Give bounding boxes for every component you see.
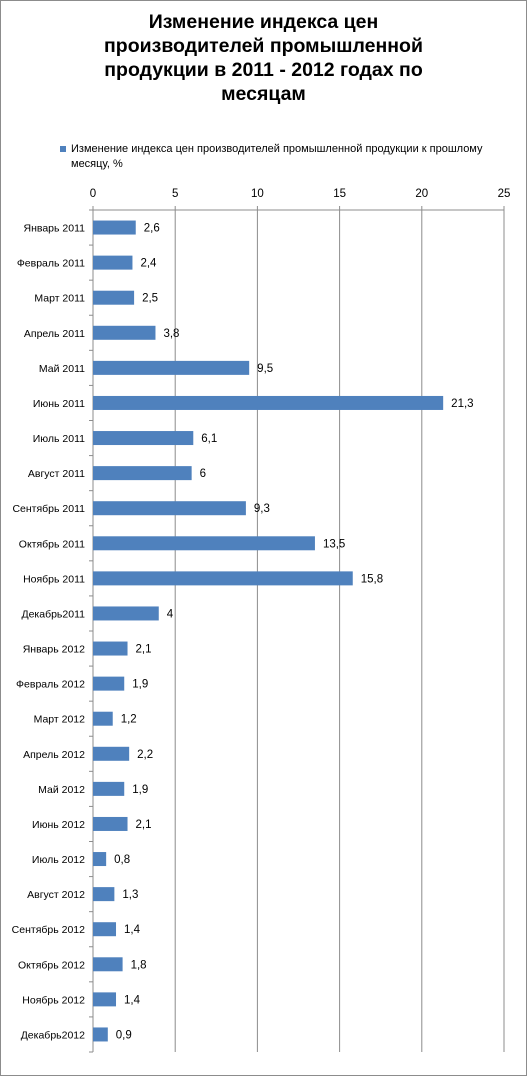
category-label: Февраль 2011 [17, 258, 85, 270]
category-label: Сентябрь 2011 [12, 503, 85, 515]
category-label: Май 2011 [39, 363, 85, 375]
bar [93, 711, 113, 726]
data-label: 3,8 [163, 328, 179, 340]
category-label: Ноябрь 2011 [23, 573, 85, 585]
data-label: 1,2 [121, 714, 137, 726]
bar [93, 746, 130, 761]
data-label: 2,5 [142, 293, 158, 305]
bar [93, 431, 194, 446]
category-label: Октябрь 2011 [19, 538, 85, 550]
data-label: 9,3 [254, 503, 270, 515]
data-label: 21,3 [451, 398, 473, 410]
data-label: 1,3 [122, 889, 138, 901]
bar [93, 395, 444, 410]
data-label: 9,5 [257, 363, 273, 375]
data-label: 1,9 [132, 784, 148, 796]
bar [93, 325, 156, 340]
category-label: Март 2012 [34, 714, 86, 726]
legend-swatch [60, 146, 66, 152]
category-label: Июль 2012 [32, 854, 85, 866]
bar [93, 220, 136, 235]
data-label: 1,4 [124, 924, 141, 936]
x-tick-label: 0 [90, 188, 96, 200]
bar [93, 501, 246, 516]
data-label: 2,1 [136, 644, 152, 656]
data-label: 2,2 [137, 749, 153, 761]
category-label: Июнь 2011 [33, 398, 85, 410]
bar [93, 571, 353, 586]
bar [93, 360, 250, 375]
bar [93, 466, 192, 481]
data-label: 2,1 [136, 819, 152, 831]
legend-label: Изменение индекса цен производителей про… [71, 143, 483, 170]
data-label: 6,1 [201, 433, 217, 445]
bar [93, 641, 128, 656]
category-label: Ноябрь 2012 [22, 994, 85, 1006]
category-label: Февраль 2012 [16, 679, 85, 691]
data-label: 1,9 [132, 679, 148, 691]
category-label: Июль 2011 [33, 433, 85, 445]
bar [93, 922, 117, 937]
data-label: 0,8 [114, 854, 130, 866]
x-tick-label: 25 [498, 188, 511, 200]
bar [93, 816, 128, 831]
data-label: 13,5 [323, 538, 345, 550]
data-label: 1,4 [124, 994, 141, 1006]
category-label: Декабрь2011 [21, 608, 85, 620]
bar [93, 676, 125, 691]
x-tick-label: 20 [415, 188, 428, 200]
chart-title: Изменение индекса цен производителей про… [104, 11, 423, 105]
bar [93, 957, 123, 972]
bar [93, 887, 115, 902]
data-label: 2,6 [144, 223, 160, 235]
data-label: 15,8 [361, 573, 383, 585]
data-label: 4 [167, 608, 174, 620]
bar [93, 536, 315, 551]
category-label: Август 2012 [27, 889, 85, 901]
data-label: 6 [200, 468, 206, 480]
category-label: Сентябрь 2012 [12, 924, 85, 936]
bar [93, 1027, 108, 1042]
category-label: Апрель 2012 [23, 749, 85, 761]
bar [93, 781, 125, 796]
category-label: Май 2012 [38, 784, 85, 796]
x-tick-label: 5 [172, 188, 178, 200]
category-label: Март 2011 [34, 293, 85, 305]
data-label: 1,8 [131, 959, 147, 971]
x-tick-label: 10 [251, 188, 264, 200]
category-label: Январь 2012 [23, 644, 85, 656]
data-label: 2,4 [140, 258, 157, 270]
chart-legend: Изменение индекса цен производителей про… [60, 142, 490, 172]
bar [93, 852, 107, 867]
bar [93, 255, 133, 270]
bar [93, 606, 159, 621]
bar [93, 290, 135, 305]
category-label: Декабрь2012 [21, 1029, 85, 1041]
category-label: Апрель 2011 [24, 328, 85, 340]
category-label: Январь 2011 [24, 223, 86, 235]
category-label: Август 2011 [28, 468, 85, 480]
data-label: 0,9 [116, 1029, 132, 1041]
x-tick-label: 15 [333, 188, 346, 200]
bar [93, 992, 117, 1007]
category-label: Октябрь 2012 [18, 959, 85, 971]
category-label: Июнь 2012 [32, 819, 85, 831]
